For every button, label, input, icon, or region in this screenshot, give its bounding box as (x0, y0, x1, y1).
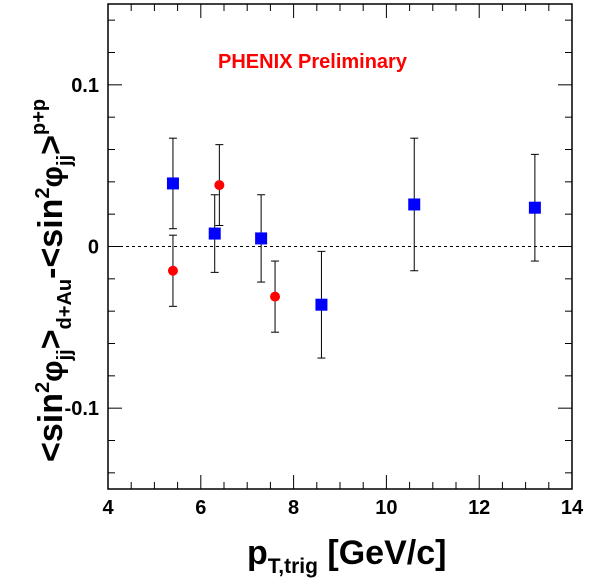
x-axis-title-rest: [GeV/c] (318, 534, 446, 572)
data-point-circle (167, 265, 178, 276)
data-point-square (315, 298, 328, 311)
x-tick-label: 14 (561, 497, 584, 519)
data-point-square (166, 177, 179, 190)
data-point-circle (214, 180, 225, 191)
x-tick-label: 6 (195, 497, 206, 519)
y-title-part: 2 (32, 382, 54, 393)
x-tick-label: 12 (468, 497, 490, 519)
data-point-square (208, 227, 221, 240)
x-tick-label: 4 (102, 497, 114, 519)
x-axis-title-main: p (247, 534, 268, 572)
plot-frame (107, 3, 573, 490)
y-title-part: -<sin (32, 199, 70, 279)
y-tick-label: -0.1 (65, 398, 99, 420)
data-point-square (528, 201, 541, 214)
x-tick-label: 8 (288, 497, 299, 519)
axis-ticks (107, 4, 573, 489)
y-title-part: φ (36, 360, 69, 381)
y-title-part: jj (54, 349, 76, 361)
y-title-part: > (32, 329, 70, 349)
x-axis-title-sub: T,trig (268, 555, 318, 578)
axis-tick-labels: 4 6 8 10 12 14 0.1 0 -0.1 (65, 75, 584, 519)
phenix-preliminary-annotation: PHENIX Preliminary (218, 51, 408, 73)
y-title-part: > (32, 135, 70, 155)
x-axis-title: pT,trig [GeV/c] (247, 534, 446, 578)
y-title-part: d+Au (54, 279, 76, 330)
data-points (166, 137, 541, 359)
y-axis-title: <sin2φjj>d+Au-<sin2φjj>p+p (28, 99, 76, 462)
data-point-circle (270, 291, 281, 302)
y-title-part: <sin (32, 393, 70, 462)
y-tick-label: 0.1 (71, 75, 99, 97)
y-title-part: 2 (32, 187, 54, 198)
y-title-part: jj (54, 155, 76, 167)
x-tick-label: 10 (375, 497, 397, 519)
data-point-square (408, 198, 421, 211)
data-point-square (255, 232, 268, 245)
y-title-part: p+p (28, 99, 50, 135)
y-title-part: φ (36, 166, 69, 187)
y-tick-label: 0 (88, 237, 99, 259)
